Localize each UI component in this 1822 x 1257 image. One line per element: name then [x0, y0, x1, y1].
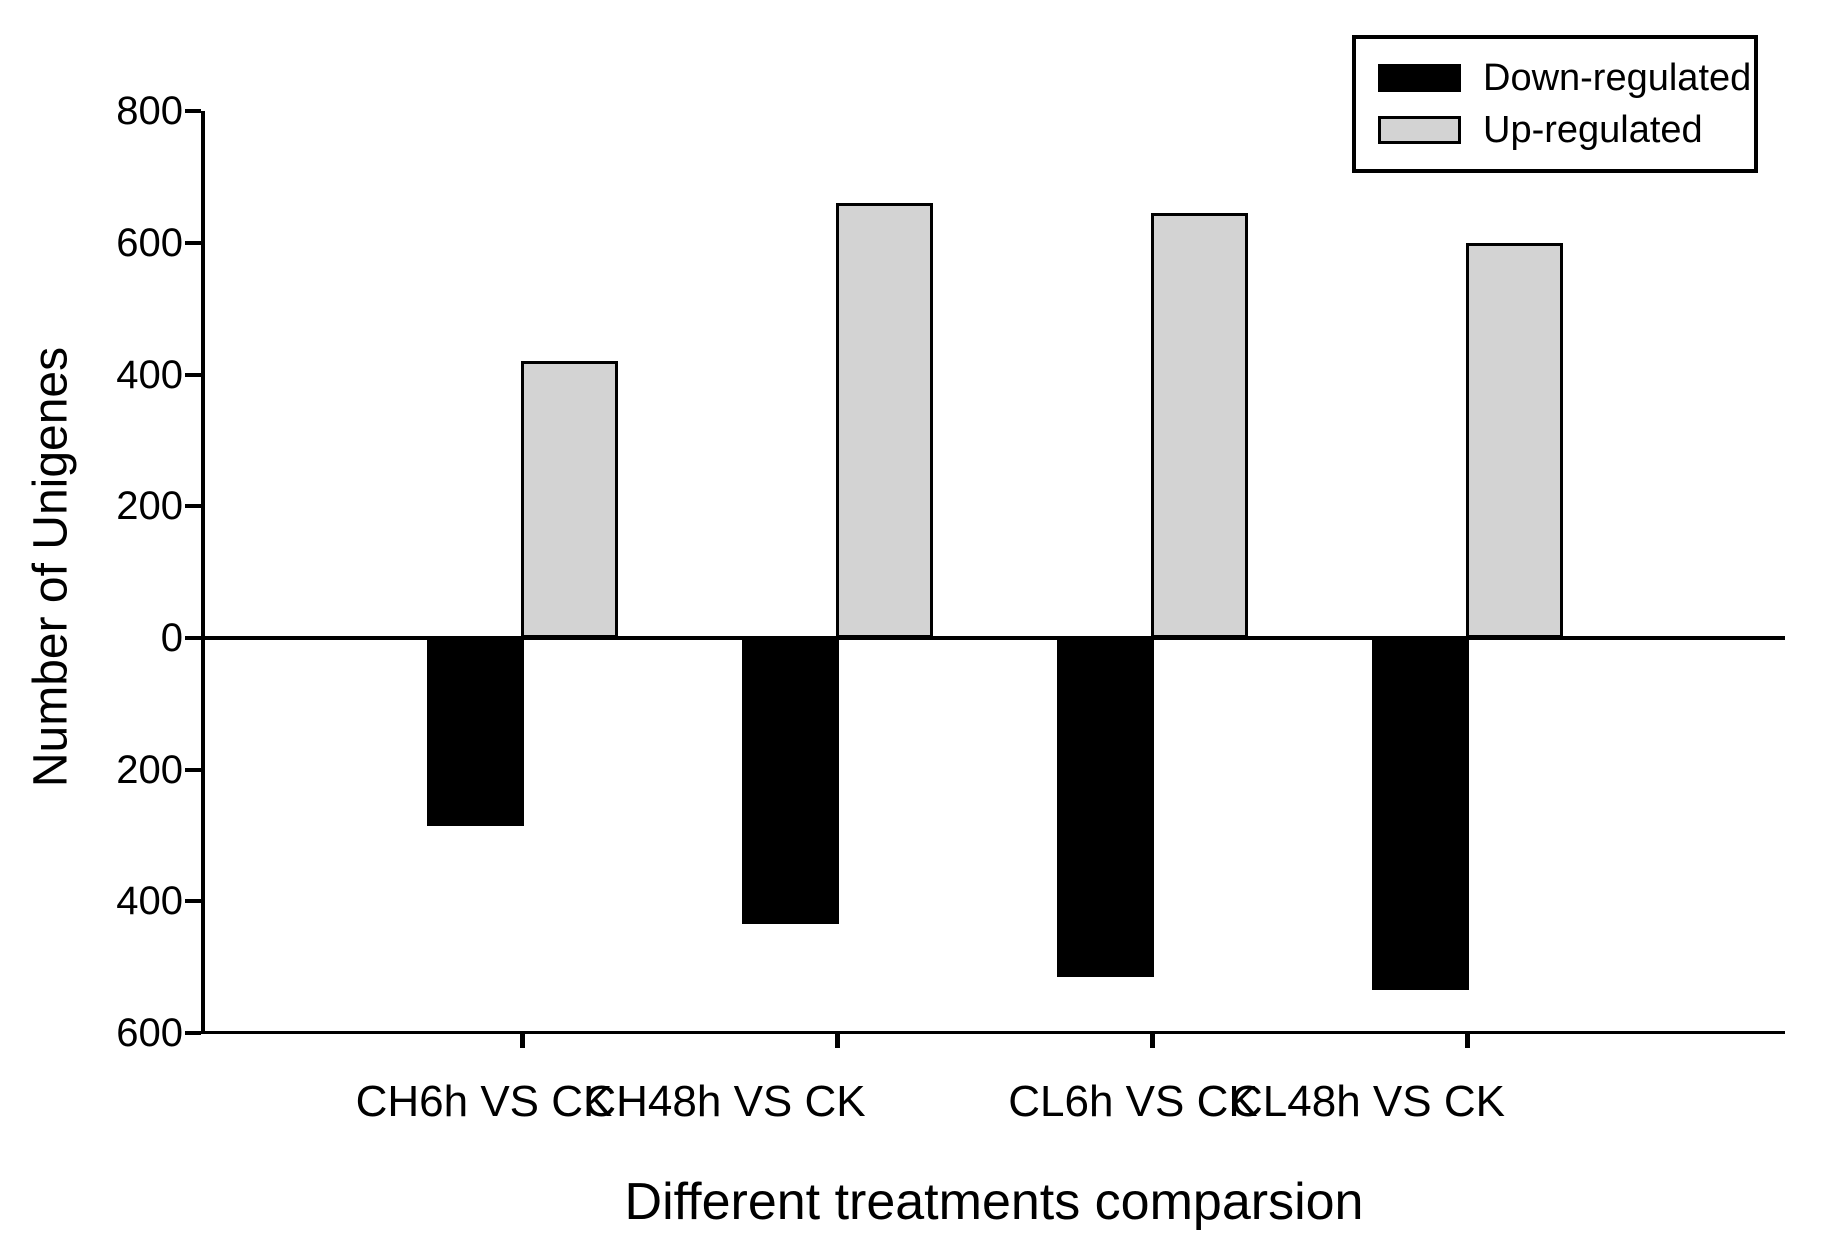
legend-item-up-regulated: Up-regulated [1378, 110, 1754, 150]
legend: Down-regulated Up-regulated [1352, 35, 1758, 173]
y-tick-label: 600 [116, 1011, 183, 1056]
bar-up-1 [521, 361, 618, 638]
bar-down-2 [742, 638, 839, 924]
x-tick-mark [1150, 1033, 1155, 1048]
bar-up-2 [836, 203, 933, 638]
y-tick-label: 200 [116, 484, 183, 529]
category-label-1: CH6h VS CK [355, 1077, 613, 1126]
category-label-4: CL48h VS CK [1231, 1077, 1505, 1126]
y-tick-mark [185, 767, 201, 772]
y-tick-mark [185, 240, 201, 245]
y-tick-mark [185, 372, 201, 377]
y-axis-title: Number of Unigenes [24, 346, 78, 788]
category-label-2: CH48h VS CK [584, 1077, 866, 1126]
bar-up-4 [1466, 243, 1563, 638]
y-axis-line [201, 111, 205, 1033]
x-tick-mark [1465, 1033, 1470, 1048]
y-tick-mark [185, 504, 201, 509]
bar-up-3 [1151, 213, 1248, 638]
x-tick-mark [520, 1033, 525, 1048]
y-tick-label: 800 [116, 89, 183, 134]
y-tick-mark [185, 899, 201, 904]
y-tick-mark [185, 1031, 201, 1036]
y-tick-label: 400 [116, 879, 183, 924]
y-tick-label: 200 [116, 747, 183, 792]
y-tick-label: 400 [116, 352, 183, 397]
bar-down-4 [1372, 638, 1469, 990]
zero-line [201, 636, 1785, 640]
bar-down-3 [1057, 638, 1154, 977]
x-axis-title: Different treatments comparsion [624, 1173, 1364, 1231]
y-tick-label: 600 [116, 220, 183, 265]
category-label-3: CL6h VS CK [1008, 1077, 1258, 1126]
y-tick-label: 0 [160, 616, 183, 660]
y-tick-mark [185, 636, 201, 640]
bar-down-1 [427, 638, 524, 826]
legend-label-up-regulated: Up-regulated [1483, 109, 1703, 151]
bottom-axis-line [201, 1031, 1785, 1034]
legend-item-down-regulated: Down-regulated [1378, 58, 1754, 98]
x-tick-mark [835, 1033, 840, 1048]
legend-swatch-down-regulated [1378, 64, 1461, 92]
y-tick-mark [185, 109, 201, 114]
legend-label-down-regulated: Down-regulated [1483, 57, 1752, 99]
legend-swatch-up-regulated [1378, 116, 1461, 144]
